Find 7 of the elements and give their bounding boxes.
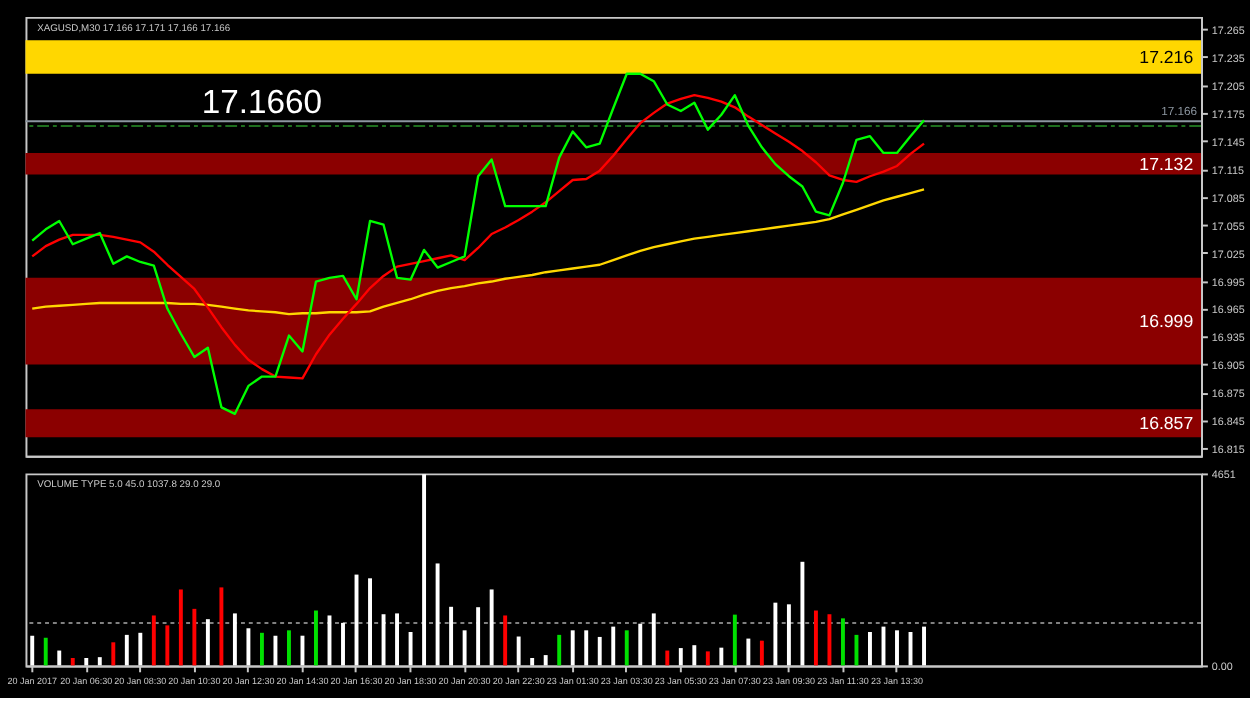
line-series xyxy=(31,188,926,316)
band-label: 16.857 xyxy=(1139,413,1194,434)
line-series xyxy=(31,72,926,416)
annotation: 17.1660 xyxy=(201,82,323,121)
band-label: 17.132 xyxy=(1139,153,1194,174)
band-label: 16.999 xyxy=(1139,311,1194,332)
band-label: 17.216 xyxy=(1139,46,1194,67)
